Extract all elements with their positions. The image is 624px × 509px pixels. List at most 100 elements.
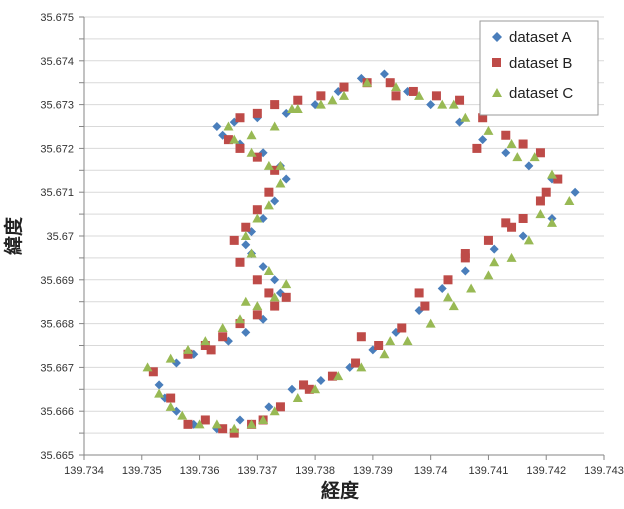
data-point-dataset-b (374, 341, 384, 350)
data-point-dataset-c (217, 322, 228, 332)
data-point-dataset-c (506, 139, 517, 149)
data-point-dataset-a (501, 148, 511, 158)
data-point-dataset-c (246, 147, 257, 157)
data-point-dataset-b (356, 332, 366, 342)
data-point-dataset-b (264, 288, 274, 298)
legend-item-dataset-a: dataset A (492, 29, 572, 46)
data-point-dataset-c (402, 336, 413, 346)
data-point-dataset-b (252, 310, 262, 320)
data-point-dataset-c (281, 279, 292, 289)
data-point-dataset-c (223, 121, 234, 131)
data-point-dataset-b (270, 301, 280, 311)
axes (79, 16, 605, 460)
data-point-dataset-c (379, 349, 390, 359)
data-point-dataset-c (448, 99, 459, 109)
y-axis-title: 緯度 (2, 216, 25, 255)
data-point-dataset-c (425, 318, 436, 328)
data-point-dataset-b (235, 143, 245, 153)
x-tick-label: 139.741 (469, 465, 509, 477)
data-point-dataset-c (269, 292, 280, 302)
data-point-dataset-b (535, 196, 545, 206)
data-point-dataset-b (478, 113, 488, 123)
data-point-dataset-b (535, 148, 545, 158)
data-point-dataset-c (547, 169, 557, 179)
data-point-dataset-c (483, 270, 494, 280)
data-point-dataset-b (385, 78, 395, 88)
x-tick-label: 139.742 (526, 465, 566, 477)
x-tick-label: 139.734 (64, 465, 104, 477)
data-point-dataset-c (414, 90, 425, 100)
legend-label-dataset-b: dataset B (509, 55, 572, 72)
data-point-dataset-b (281, 292, 291, 302)
diamond-marker-icon (492, 32, 502, 42)
data-point-dataset-c (466, 283, 477, 293)
y-tick-label: 35.675 (40, 12, 74, 24)
data-point-dataset-b (200, 415, 210, 425)
x-tick-label: 139.739 (353, 465, 393, 477)
data-point-dataset-a (270, 196, 280, 206)
data-point-dataset-a (281, 174, 291, 184)
data-point-dataset-c (246, 248, 257, 258)
data-point-dataset-c (194, 419, 205, 429)
data-point-dataset-b (420, 301, 430, 311)
data-point-dataset-c (391, 82, 401, 92)
data-point-dataset-b (235, 113, 245, 123)
data-point-dataset-c (448, 301, 459, 311)
data-point-dataset-b (507, 222, 517, 232)
x-tick-label: 139.735 (122, 465, 162, 477)
data-point-dataset-c (240, 296, 251, 306)
data-point-dataset-b (408, 86, 418, 96)
data-point-dataset-c (483, 125, 494, 135)
data-point-dataset-a (235, 415, 245, 425)
data-point-dataset-b (553, 174, 563, 184)
data-point-dataset-a (264, 402, 274, 412)
data-point-dataset-b (483, 235, 493, 245)
data-point-dataset-b (455, 95, 465, 105)
data-point-dataset-b (183, 419, 193, 429)
data-point-dataset-a (316, 376, 326, 386)
data-point-dataset-b (443, 275, 453, 285)
data-point-dataset-c (263, 160, 274, 170)
data-point-dataset-c (339, 90, 349, 100)
data-point-dataset-b (518, 139, 528, 149)
data-point-dataset-b (397, 323, 407, 333)
data-point-dataset-c (460, 112, 471, 122)
data-point-dataset-c (564, 195, 575, 205)
data-point-dataset-a (524, 161, 534, 171)
y-tick-label: 35.673 (40, 100, 74, 112)
data-point-dataset-c (529, 152, 540, 162)
data-point-dataset-c (142, 362, 153, 372)
data-point-dataset-b (518, 213, 528, 223)
data-point-dataset-c (183, 344, 193, 354)
data-point-dataset-a (518, 231, 528, 241)
data-point-dataset-b (166, 393, 176, 403)
y-tick-label: 35.667 (40, 362, 74, 374)
data-point-dataset-c (269, 121, 280, 131)
data-point-dataset-c (258, 414, 269, 424)
data-point-dataset-c (229, 423, 240, 433)
data-point-dataset-b (304, 384, 314, 394)
x-tick-labels: 139.734 139.735 139.736 139.737 139.738 139.7… (64, 465, 624, 477)
x-tick-label: 139.736 (180, 465, 220, 477)
data-point-dataset-b (148, 367, 158, 377)
data-point-dataset-c (333, 371, 344, 381)
data-point-dataset-a (460, 266, 470, 276)
data-point-dataset-a (258, 262, 268, 272)
y-tick-label: 35.665 (40, 450, 74, 462)
data-point-dataset-c (246, 130, 257, 140)
data-point-dataset-b (431, 91, 441, 101)
data-point-dataset-b (541, 187, 551, 197)
y-tick-labels: 35.665 35.666 35.667 35.668 35.669 35.67 35.67… (40, 12, 74, 462)
data-points (142, 69, 580, 438)
data-point-dataset-b (275, 402, 285, 412)
data-point-dataset-c (246, 419, 257, 429)
data-point-dataset-b (218, 332, 228, 342)
data-point-dataset-b (414, 288, 424, 298)
data-point-dataset-c (356, 362, 367, 372)
data-point-dataset-c (547, 217, 557, 227)
data-point-dataset-b (501, 130, 511, 140)
data-point-dataset-c (269, 406, 280, 416)
data-point-dataset-c (154, 388, 165, 398)
data-point-dataset-c (523, 235, 534, 245)
